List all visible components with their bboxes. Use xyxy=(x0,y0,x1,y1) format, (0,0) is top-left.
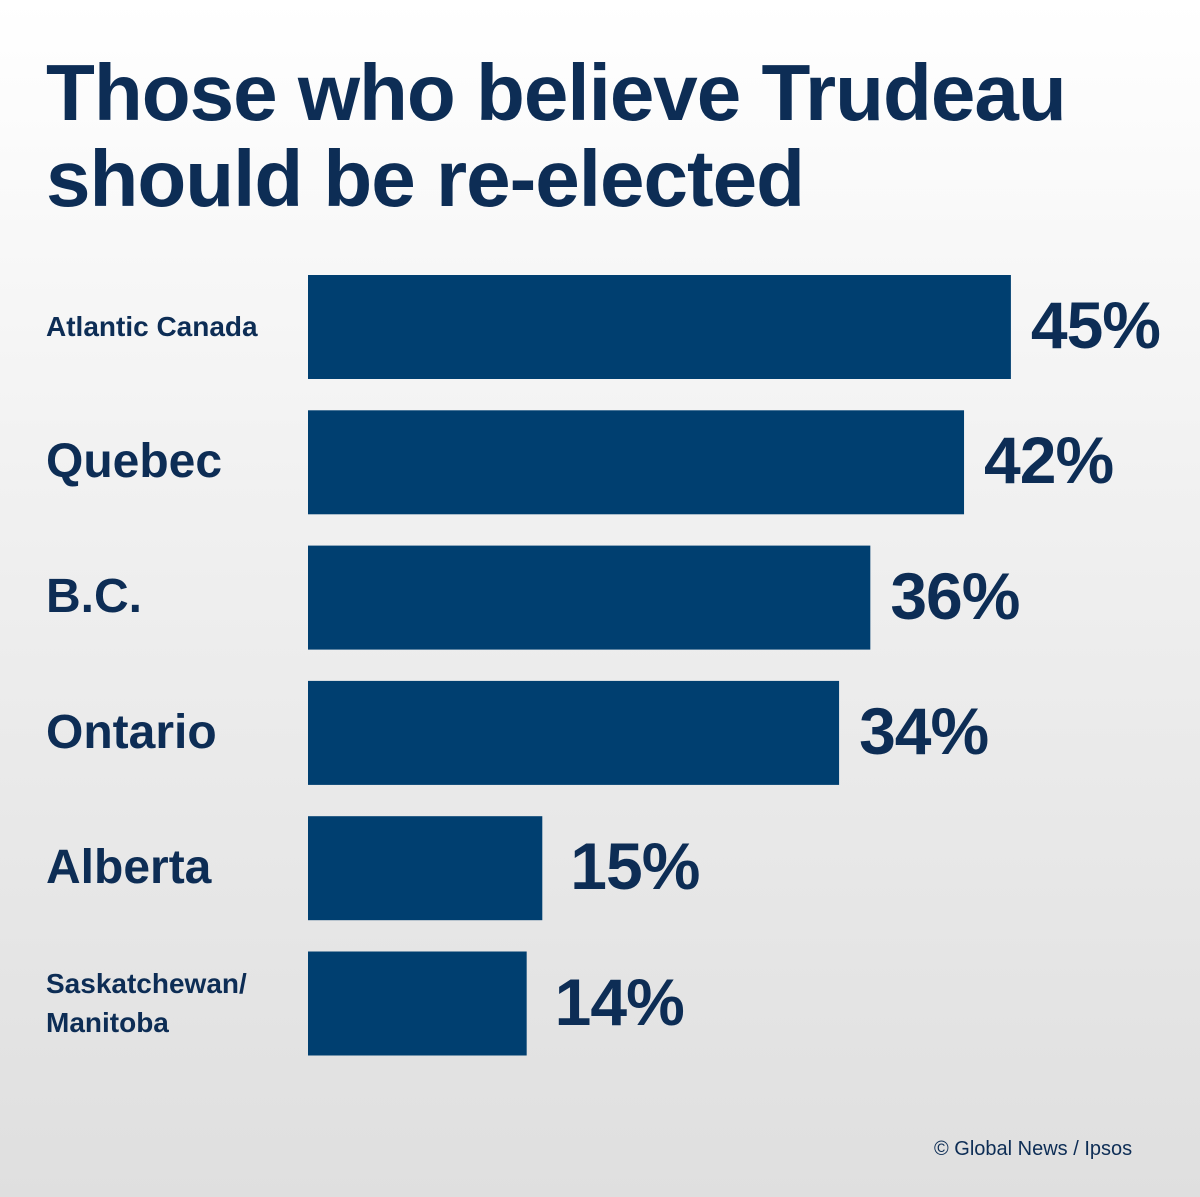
category-label-line: Atlantic Canada xyxy=(46,310,258,342)
category-label: B.C. xyxy=(46,564,142,630)
category-label: Saskatchewan/Manitoba xyxy=(46,965,247,1042)
category-label-line: B.C. xyxy=(46,570,142,624)
category-label: Alberta xyxy=(46,835,211,901)
chart-title: Those who believe Trudeau should be re-e… xyxy=(46,48,1067,223)
bar xyxy=(308,951,527,1056)
title-line: should be re-elected xyxy=(46,134,805,223)
bar xyxy=(308,816,543,921)
bar xyxy=(308,410,965,515)
title-line: Those who believe Trudeau xyxy=(46,48,1067,137)
value-label: 42% xyxy=(984,423,1114,498)
category-label-line: Ontario xyxy=(46,705,217,759)
value-label: 34% xyxy=(859,693,989,768)
category-label-line: Alberta xyxy=(46,841,212,895)
bar xyxy=(308,545,871,650)
category-label-line: Manitoba xyxy=(46,1006,169,1038)
category-label: Quebec xyxy=(46,429,222,495)
category-label-line: Saskatchewan/ xyxy=(46,967,247,999)
value-label: 45% xyxy=(1030,288,1161,362)
bar xyxy=(308,680,840,785)
category-label: Atlantic Canada xyxy=(46,308,258,347)
value-label: 15% xyxy=(570,829,700,904)
category-label: Ontario xyxy=(46,700,217,766)
value-label: 14% xyxy=(554,964,685,1039)
category-label-line: Quebec xyxy=(46,435,223,489)
credit: © Global News / Ipsos xyxy=(934,1138,1133,1160)
bar xyxy=(308,275,1011,379)
value-label: 36% xyxy=(890,558,1020,633)
